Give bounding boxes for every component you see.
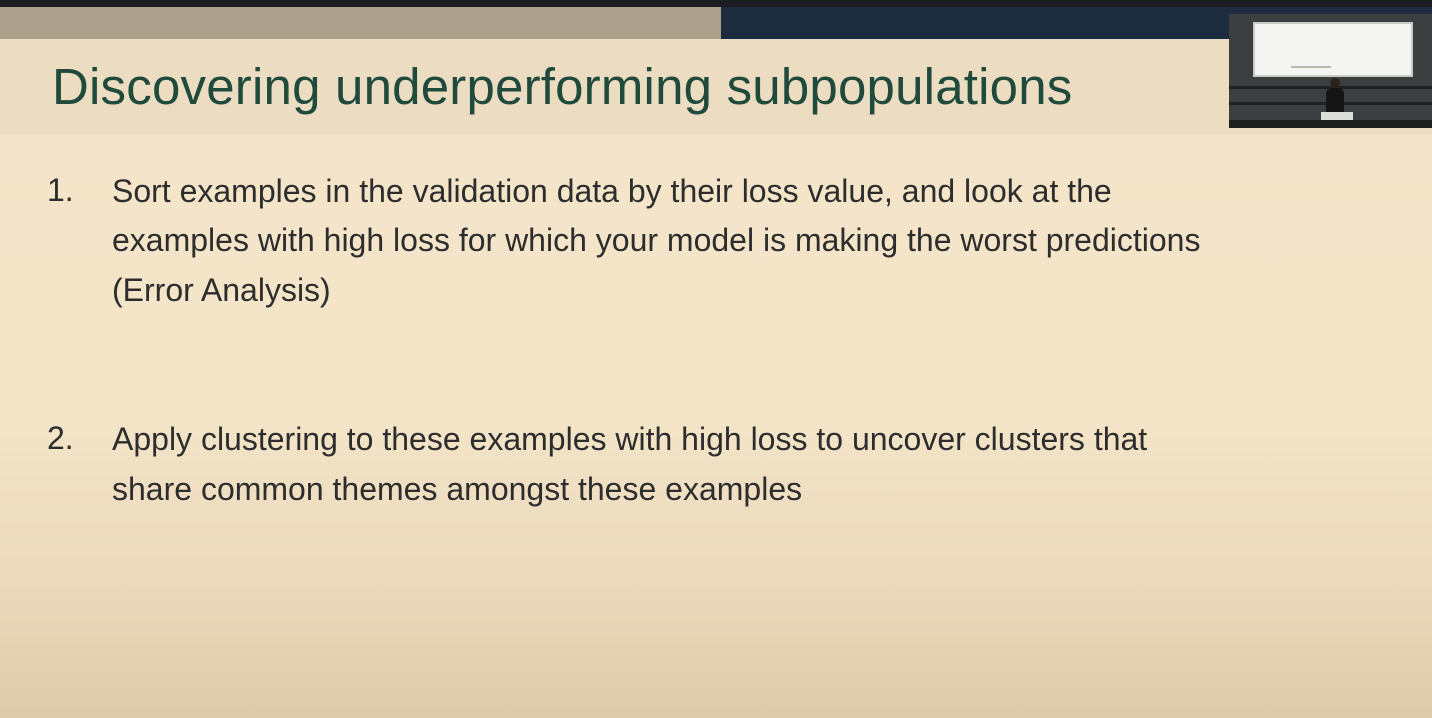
stage-floor <box>1229 120 1432 128</box>
list-item-line: examples with high loss for which your m… <box>112 222 1201 258</box>
podium <box>1321 112 1353 120</box>
top-bar-left <box>0 7 721 39</box>
slide: Discovering underperforming subpopulatio… <box>0 7 1432 718</box>
slide-title: Discovering underperforming subpopulatio… <box>52 58 1073 115</box>
presenter-body <box>1326 88 1344 114</box>
list-item-number: 1. <box>47 172 74 208</box>
title-band <box>0 39 1432 135</box>
list-item-line: share common themes amongst these exampl… <box>112 471 803 507</box>
list-item-line: Sort examples in the validation data by … <box>112 173 1112 209</box>
presenter-head <box>1330 78 1340 88</box>
whiteboard-screen <box>1253 22 1413 77</box>
list-item-number: 2. <box>47 420 74 456</box>
rail <box>1229 86 1432 89</box>
list-item-line: Apply clustering to these examples with … <box>112 421 1148 457</box>
list-item-line: (Error Analysis) <box>112 272 331 308</box>
speaker-video-thumbnail <box>1229 14 1432 128</box>
screen-detail <box>1291 66 1331 68</box>
